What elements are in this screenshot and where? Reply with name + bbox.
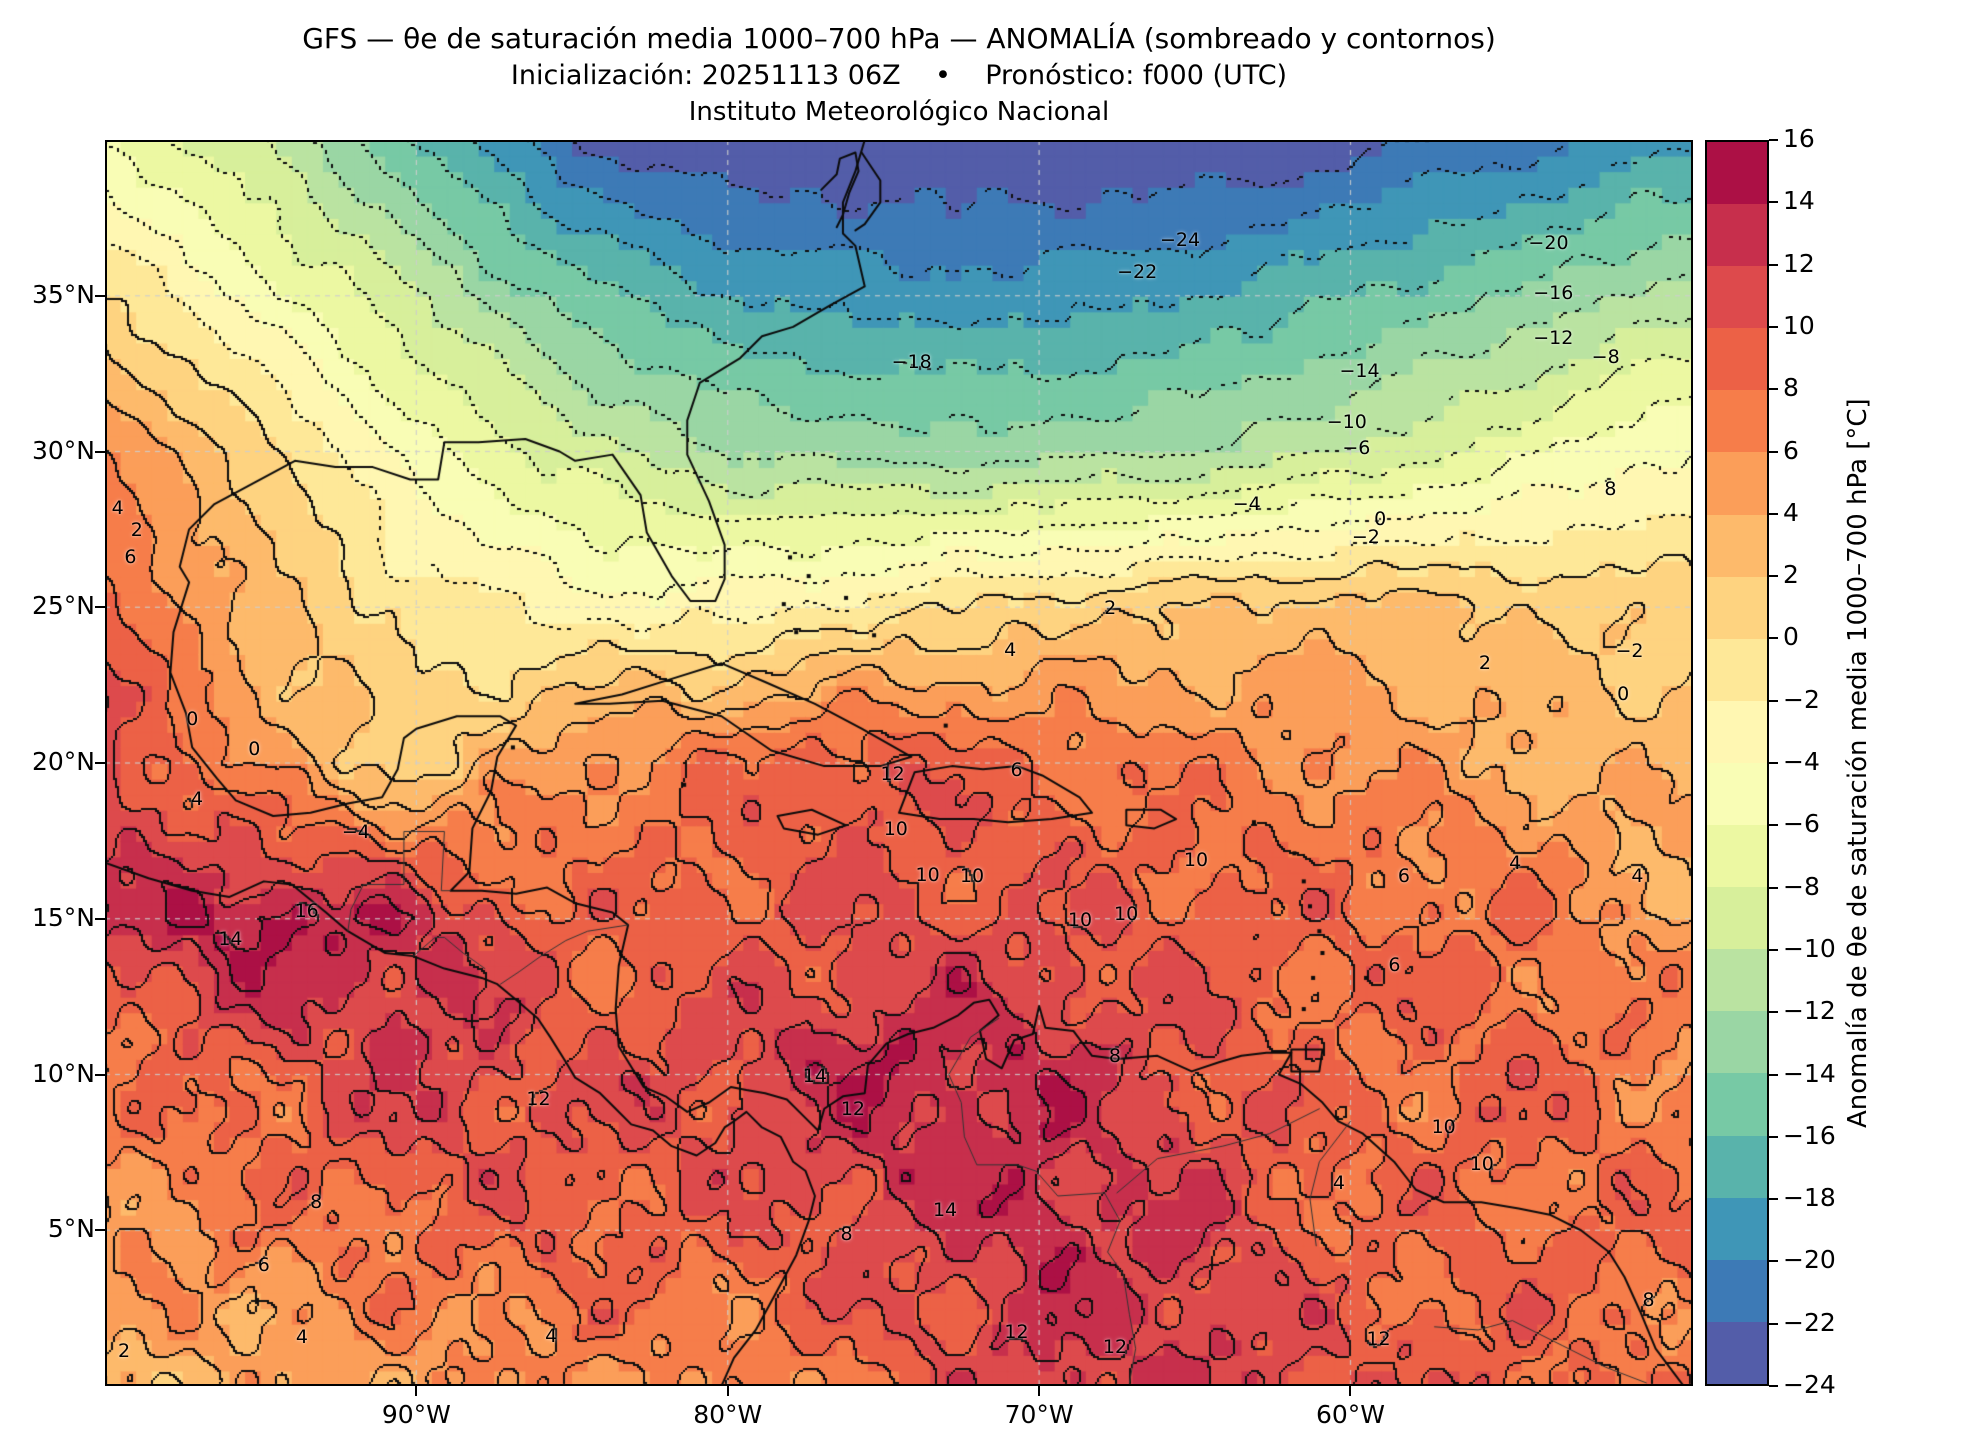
y-tick-label: 25°N xyxy=(31,591,95,621)
colorbar-tick-mark xyxy=(1769,139,1778,141)
colorbar-tick-mark xyxy=(1769,886,1778,889)
colorbar-segment xyxy=(1707,949,1767,1012)
y-tick-label: 20°N xyxy=(31,747,95,776)
colorbar-tick-mark xyxy=(1769,388,1778,391)
colorbar-tick-label: −14 xyxy=(1783,1058,1836,1088)
colorbar-tick-label: −10 xyxy=(1783,933,1836,963)
chart-subtitle: Inicialización: 20251113 06Z • Pronóstic… xyxy=(510,60,1288,91)
colorbar-tick-mark xyxy=(1769,948,1778,951)
y-tick-label: 30°N xyxy=(31,435,95,465)
y-tick-label: 5°N xyxy=(47,1214,95,1244)
colorbar-tick-mark xyxy=(1769,201,1778,204)
colorbar-tick-label: 0 xyxy=(1783,622,1799,652)
colorbar-tick-mark xyxy=(1769,1198,1778,1201)
y-tick-mark xyxy=(95,1073,105,1076)
colorbar-tick-label: −24 xyxy=(1783,1370,1836,1399)
colorbar-segment xyxy=(1707,1073,1767,1136)
colorbar-tick-mark xyxy=(1769,1073,1778,1076)
x-tick-mark xyxy=(1038,1386,1041,1396)
colorbar-tick-mark xyxy=(1769,824,1778,827)
x-tick-mark xyxy=(726,1386,729,1396)
colorbar-segment xyxy=(1707,142,1767,205)
colorbar-tick-mark xyxy=(1769,1135,1778,1138)
colorbar-tick-mark xyxy=(1769,575,1778,578)
colorbar-tick-mark xyxy=(1769,762,1778,764)
x-tick-label: 80°W xyxy=(693,1400,763,1429)
y-tick-mark xyxy=(95,1229,105,1232)
colorbar-axis-label: Anomalía de θe de saturación media 1000–… xyxy=(1843,398,1873,1128)
colorbar-tick-mark xyxy=(1769,512,1778,515)
colorbar-tick-mark xyxy=(1769,1322,1778,1325)
colorbar-segment xyxy=(1707,452,1767,515)
colorbar-tick-label: 14 xyxy=(1783,186,1815,216)
colorbar-segment xyxy=(1707,638,1767,701)
chart-title: GFS — θe de saturación media 1000–700 hP… xyxy=(302,22,1496,55)
colorbar-segment xyxy=(1707,700,1767,763)
colorbar-segment xyxy=(1707,1259,1767,1322)
colorbar-tick-label: 8 xyxy=(1783,373,1799,403)
x-tick-label: 60°W xyxy=(1315,1400,1385,1429)
colorbar-segment xyxy=(1707,266,1767,329)
anomaly-map-canvas xyxy=(105,140,1693,1386)
colorbar-segment xyxy=(1707,204,1767,267)
colorbar-tick-mark xyxy=(1769,450,1778,453)
colorbar-segment xyxy=(1707,390,1767,453)
y-tick-mark xyxy=(95,450,105,453)
colorbar-tick-label: −22 xyxy=(1783,1307,1836,1337)
colorbar-segment xyxy=(1707,1135,1767,1198)
colorbar-segment xyxy=(1707,576,1767,639)
x-tick-label: 90°W xyxy=(381,1400,451,1429)
colorbar-segment xyxy=(1707,762,1767,826)
colorbar-tick-label: 16 xyxy=(1783,124,1815,153)
colorbar-tick-mark xyxy=(1769,699,1778,702)
colorbar-tick-label: −18 xyxy=(1783,1183,1836,1213)
colorbar-tick-label: 6 xyxy=(1783,435,1799,465)
colorbar-tick-label: −6 xyxy=(1783,809,1820,839)
colorbar-tick-label: 12 xyxy=(1783,248,1815,278)
y-tick-mark xyxy=(95,762,105,764)
colorbar-segment xyxy=(1707,514,1767,577)
colorbar-tick-label: −12 xyxy=(1783,996,1836,1026)
colorbar-segment xyxy=(1707,1197,1767,1260)
x-tick-mark xyxy=(415,1386,418,1396)
colorbar xyxy=(1705,140,1769,1386)
colorbar-tick-mark xyxy=(1769,263,1778,266)
y-tick-label: 15°N xyxy=(31,902,95,932)
x-tick-mark xyxy=(1349,1386,1352,1396)
colorbar-tick-mark xyxy=(1769,637,1778,640)
x-tick-label: 70°W xyxy=(1004,1400,1074,1429)
y-tick-label: 10°N xyxy=(31,1058,95,1088)
colorbar-tick-mark xyxy=(1769,1260,1778,1263)
y-tick-label: 35°N xyxy=(31,279,95,309)
colorbar-segment xyxy=(1707,1011,1767,1074)
colorbar-tick-mark xyxy=(1769,1011,1778,1014)
colorbar-segment xyxy=(1707,887,1767,950)
colorbar-tick-label: −4 xyxy=(1783,747,1820,776)
colorbar-segment xyxy=(1707,328,1767,391)
colorbar-tick-label: 2 xyxy=(1783,560,1799,590)
colorbar-segment xyxy=(1707,1321,1767,1384)
y-tick-mark xyxy=(95,917,105,920)
colorbar-tick-mark xyxy=(1769,1385,1778,1387)
colorbar-tick-label: −8 xyxy=(1783,871,1820,901)
colorbar-segment xyxy=(1707,825,1767,888)
colorbar-tick-label: 10 xyxy=(1783,310,1815,340)
colorbar-tick-label: 4 xyxy=(1783,497,1799,527)
colorbar-tick-label: −2 xyxy=(1783,684,1820,714)
colorbar-tick-mark xyxy=(1769,325,1778,328)
colorbar-tick-label: −20 xyxy=(1783,1245,1836,1275)
map-plot-area: −24 −22 −20 −16 −12 −8 −18 −14 −10 −6 −4 −2 0 2 4 0 0 −4 4… xyxy=(105,140,1693,1386)
y-tick-mark xyxy=(95,606,105,609)
chart-institution: Instituto Meteorológico Nacional xyxy=(688,97,1110,127)
y-tick-mark xyxy=(95,294,105,297)
colorbar-tick-label: −16 xyxy=(1783,1120,1836,1150)
